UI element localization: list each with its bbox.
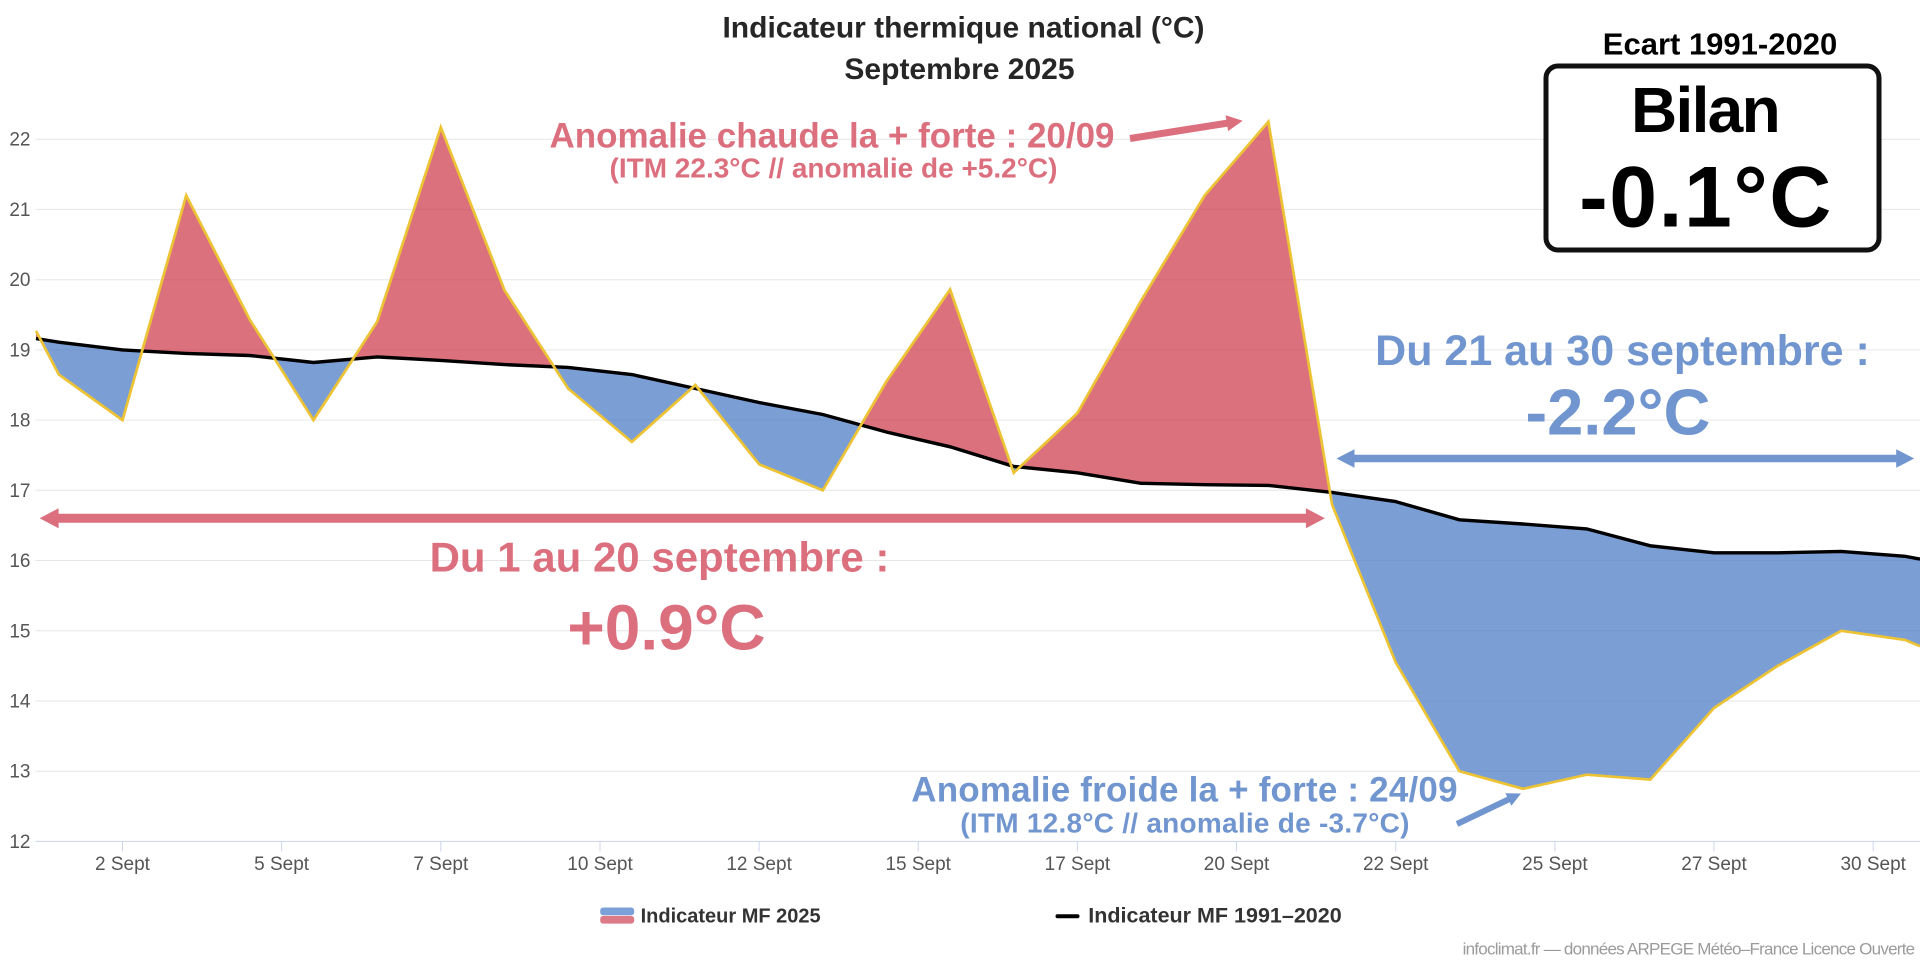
- svg-text:-0.1°C: -0.1°C: [1579, 150, 1833, 246]
- svg-text:Anomalie froide la + forte : 2: Anomalie froide la + forte : 24/09: [911, 771, 1458, 810]
- svg-text:Ecart 1991-2020: Ecart 1991-2020: [1603, 27, 1837, 62]
- svg-text:10 Sept: 10 Sept: [567, 854, 633, 875]
- svg-text:13: 13: [9, 762, 30, 783]
- svg-text:18: 18: [9, 411, 30, 432]
- svg-text:Bilan: Bilan: [1631, 74, 1779, 146]
- svg-text:Du 1 au 20 septembre :: Du 1 au 20 septembre :: [430, 534, 890, 581]
- svg-text:5 Sept: 5 Sept: [254, 854, 310, 875]
- svg-text:Indicateur thermique national: Indicateur thermique national (°C): [722, 12, 1204, 45]
- svg-text:Indicateur MF 2025: Indicateur MF 2025: [641, 905, 821, 927]
- svg-text:21: 21: [9, 200, 30, 221]
- svg-text:7 Sept: 7 Sept: [413, 854, 469, 875]
- svg-text:(ITM 22.3°C // anomalie de +5.: (ITM 22.3°C // anomalie de +5.2°C): [610, 153, 1058, 184]
- svg-text:2 Sept: 2 Sept: [95, 854, 151, 875]
- svg-text:infoclimat.fr — données ARPEGE: infoclimat.fr — données ARPEGE Météo–Fra…: [1463, 939, 1915, 958]
- svg-text:25 Sept: 25 Sept: [1522, 854, 1588, 875]
- svg-text:Du 21 au 30 septembre :: Du 21 au 30 septembre :: [1375, 327, 1870, 375]
- svg-text:12 Sept: 12 Sept: [726, 854, 792, 875]
- svg-text:27 Sept: 27 Sept: [1681, 854, 1747, 875]
- svg-text:+0.9°C: +0.9°C: [567, 591, 765, 663]
- svg-text:22: 22: [9, 130, 30, 151]
- svg-text:22 Sept: 22 Sept: [1363, 854, 1429, 875]
- svg-text:30 Sept: 30 Sept: [1840, 854, 1906, 875]
- svg-text:15 Sept: 15 Sept: [885, 854, 951, 875]
- svg-text:19: 19: [9, 340, 30, 361]
- svg-text:20 Sept: 20 Sept: [1204, 854, 1270, 875]
- svg-text:16: 16: [9, 551, 30, 572]
- svg-text:-2.2°C: -2.2°C: [1526, 376, 1711, 449]
- svg-text:Septembre 2025: Septembre 2025: [844, 53, 1074, 86]
- svg-text:12: 12: [9, 832, 30, 853]
- svg-text:Indicateur MF 1991–2020: Indicateur MF 1991–2020: [1088, 903, 1341, 927]
- svg-text:(ITM 12.8°C // anomalie de -3.: (ITM 12.8°C // anomalie de -3.7°C): [960, 808, 1409, 839]
- svg-text:20: 20: [9, 270, 30, 291]
- svg-text:17 Sept: 17 Sept: [1045, 854, 1111, 875]
- svg-text:Anomalie chaude la + forte : 2: Anomalie chaude la + forte : 20/09: [549, 117, 1114, 156]
- svg-text:17: 17: [9, 481, 30, 502]
- svg-text:14: 14: [9, 692, 31, 713]
- svg-text:15: 15: [9, 621, 30, 642]
